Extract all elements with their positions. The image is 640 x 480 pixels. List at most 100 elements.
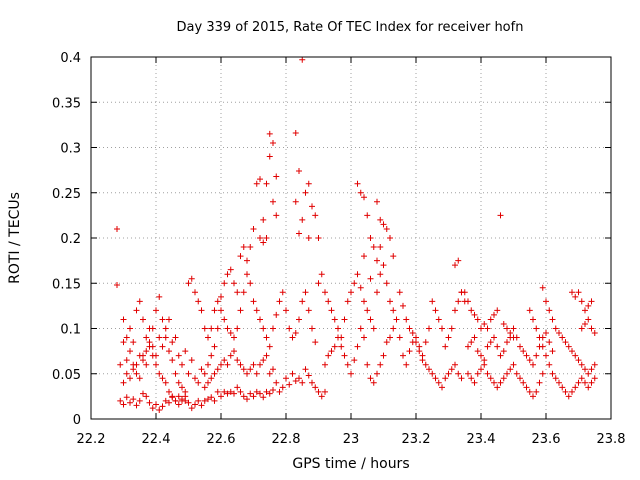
data-point xyxy=(205,396,211,403)
data-point xyxy=(572,352,579,359)
y-tick-label: 0.25 xyxy=(52,187,81,202)
data-point xyxy=(146,343,153,350)
data-point xyxy=(117,361,124,368)
data-point xyxy=(487,339,494,346)
data-point xyxy=(299,379,306,386)
y-tick-label: 0.4 xyxy=(60,51,81,66)
data-point xyxy=(257,235,263,241)
data-point xyxy=(166,399,172,406)
data-point xyxy=(179,361,185,368)
data-point xyxy=(364,212,371,219)
data-point xyxy=(500,320,507,327)
data-point xyxy=(380,262,387,269)
data-point xyxy=(569,388,575,395)
data-point xyxy=(478,352,484,359)
data-point xyxy=(218,307,224,314)
data-point xyxy=(361,253,367,260)
data-point xyxy=(247,280,254,287)
data-point xyxy=(179,397,185,404)
data-point xyxy=(422,339,429,346)
data-point xyxy=(205,379,211,386)
data-point xyxy=(406,325,413,332)
data-point xyxy=(400,352,406,359)
data-point xyxy=(175,401,182,408)
data-point xyxy=(312,339,319,346)
data-point xyxy=(481,357,488,364)
y-axis-ticks: 0 0.05 0.1 0.15 0.2 0.25 0.3 0.35 0.4 xyxy=(52,51,611,428)
data-point xyxy=(429,298,436,305)
data-point xyxy=(250,298,257,305)
data-point xyxy=(474,316,481,323)
data-point xyxy=(257,390,263,397)
data-point xyxy=(315,280,322,287)
data-point xyxy=(149,352,156,359)
data-point xyxy=(270,325,276,332)
data-point xyxy=(117,397,124,404)
data-point xyxy=(270,139,276,146)
data-point xyxy=(289,334,296,341)
data-point xyxy=(133,307,140,314)
data-point xyxy=(387,298,393,305)
data-point xyxy=(136,352,143,359)
data-point xyxy=(588,366,595,373)
data-point xyxy=(309,203,315,210)
data-point xyxy=(302,189,309,196)
data-point xyxy=(465,298,471,305)
data-point xyxy=(133,370,140,377)
x-tick-label: 22.6 xyxy=(207,432,236,447)
data-point xyxy=(471,379,478,386)
data-point xyxy=(322,361,328,368)
data-point xyxy=(578,325,585,332)
y-tick-label: 0.3 xyxy=(60,142,81,157)
data-point xyxy=(361,194,367,201)
data-point xyxy=(552,375,559,382)
data-point xyxy=(374,198,380,205)
data-point xyxy=(497,379,504,386)
data-point xyxy=(166,316,172,323)
data-point xyxy=(445,334,452,341)
data-point xyxy=(549,316,556,323)
data-point xyxy=(296,316,302,323)
data-point xyxy=(253,370,260,377)
data-point xyxy=(318,271,325,278)
data-point xyxy=(240,289,247,296)
data-point xyxy=(543,330,549,337)
data-point xyxy=(322,289,328,296)
data-point xyxy=(237,307,244,314)
data-point xyxy=(471,311,478,318)
data-point xyxy=(452,361,458,368)
data-point xyxy=(270,198,276,205)
data-point xyxy=(227,330,234,337)
data-point xyxy=(266,370,273,377)
data-point xyxy=(120,339,127,346)
data-point xyxy=(244,257,250,264)
data-point xyxy=(211,307,218,314)
data-point xyxy=(247,366,254,373)
data-point xyxy=(214,325,221,332)
data-point xyxy=(296,230,302,237)
data-point xyxy=(471,334,478,341)
x-tick-label: 22.2 xyxy=(77,432,106,447)
data-point xyxy=(517,343,523,350)
data-point xyxy=(445,370,452,377)
data-point xyxy=(299,298,306,305)
data-point xyxy=(383,339,390,346)
data-point xyxy=(198,307,205,314)
data-point xyxy=(257,361,263,368)
data-point xyxy=(439,325,445,332)
x-tick-label: 22.4 xyxy=(142,432,171,447)
data-point xyxy=(208,375,215,382)
data-point xyxy=(192,375,198,382)
data-point xyxy=(305,372,312,379)
x-tick-label: 23.6 xyxy=(532,432,561,447)
data-point xyxy=(283,375,289,382)
data-point xyxy=(266,153,273,160)
data-point xyxy=(585,316,592,323)
data-point xyxy=(591,375,598,382)
data-point xyxy=(500,375,507,382)
data-point xyxy=(133,361,140,368)
data-point xyxy=(250,225,257,232)
data-point xyxy=(439,384,445,391)
data-point xyxy=(429,370,436,377)
data-point xyxy=(224,390,231,397)
